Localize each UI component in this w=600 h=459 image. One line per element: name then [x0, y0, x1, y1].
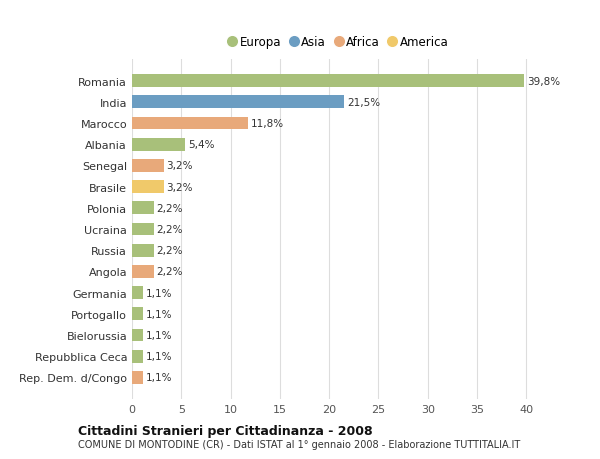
- Text: 1,1%: 1,1%: [146, 288, 172, 298]
- Text: 2,2%: 2,2%: [157, 224, 183, 235]
- Bar: [132, 244, 154, 257]
- Text: 1,1%: 1,1%: [146, 309, 172, 319]
- Text: 2,2%: 2,2%: [157, 246, 183, 256]
- Text: 21,5%: 21,5%: [347, 98, 380, 107]
- Text: COMUNE DI MONTODINE (CR) - Dati ISTAT al 1° gennaio 2008 - Elaborazione TUTTITAL: COMUNE DI MONTODINE (CR) - Dati ISTAT al…: [78, 440, 520, 449]
- Bar: [132, 265, 154, 278]
- Text: 3,2%: 3,2%: [167, 161, 193, 171]
- Text: 5,4%: 5,4%: [188, 140, 215, 150]
- Bar: [132, 75, 524, 88]
- Text: 1,1%: 1,1%: [146, 352, 172, 361]
- Bar: [132, 371, 143, 384]
- Bar: [132, 329, 143, 341]
- Bar: [132, 96, 344, 109]
- Bar: [132, 350, 143, 363]
- Text: 39,8%: 39,8%: [527, 77, 560, 86]
- Text: Cittadini Stranieri per Cittadinanza - 2008: Cittadini Stranieri per Cittadinanza - 2…: [78, 424, 373, 437]
- Bar: [132, 286, 143, 299]
- Bar: [132, 139, 185, 151]
- Legend: Europa, Asia, Africa, America: Europa, Asia, Africa, America: [224, 32, 454, 54]
- Bar: [132, 223, 154, 236]
- Bar: [132, 160, 164, 173]
- Text: 1,1%: 1,1%: [146, 373, 172, 382]
- Text: 11,8%: 11,8%: [251, 119, 284, 129]
- Bar: [132, 181, 164, 194]
- Bar: [132, 202, 154, 215]
- Bar: [132, 118, 248, 130]
- Text: 2,2%: 2,2%: [157, 267, 183, 277]
- Text: 1,1%: 1,1%: [146, 330, 172, 340]
- Bar: [132, 308, 143, 320]
- Text: 3,2%: 3,2%: [167, 182, 193, 192]
- Text: 2,2%: 2,2%: [157, 203, 183, 213]
